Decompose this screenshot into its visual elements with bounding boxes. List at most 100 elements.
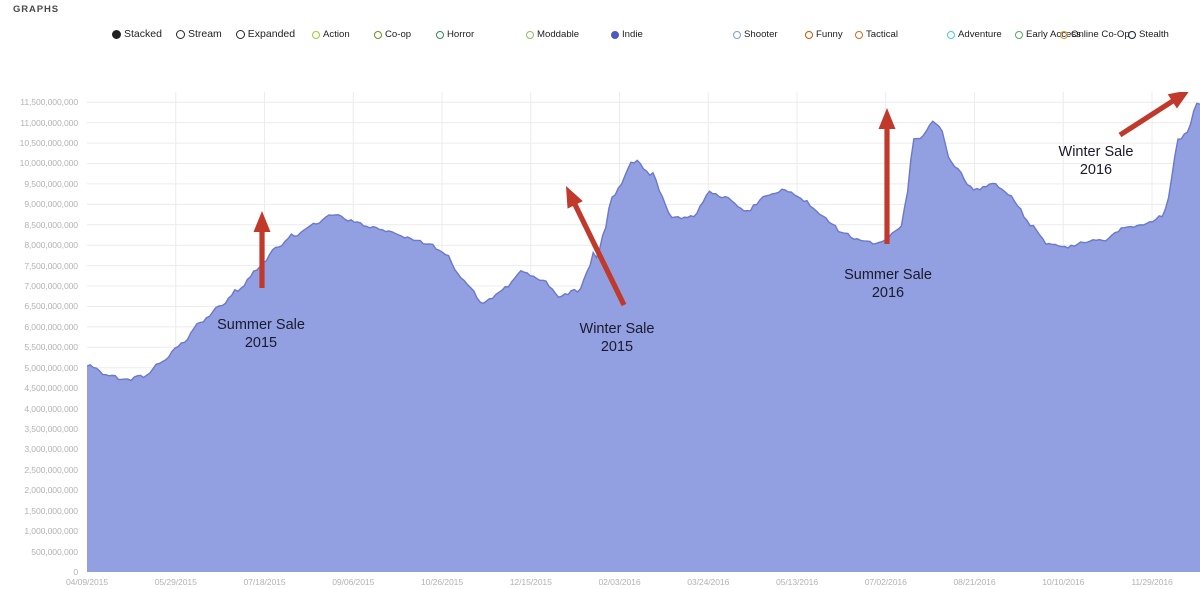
x-axis-tick-label: 10/10/2016 (1042, 577, 1085, 587)
y-axis-tick-label: 10,000,000,000 (19, 158, 78, 169)
mode-option-label: Stacked (124, 28, 162, 40)
tag-legend-item-moddable[interactable]: Moddable (526, 30, 611, 40)
mode-option-label: Expanded (247, 28, 296, 40)
arrow-winter-sale-2015-head (566, 186, 583, 209)
tag-legend-label: Funny (816, 28, 843, 40)
x-axis-tick-label: 07/02/2016 (864, 577, 907, 587)
tag-legend-label: Stealth (1139, 28, 1169, 40)
annotation-line-1: Winter Sale (579, 321, 655, 337)
y-axis-tick-label: 4,000,000,000 (24, 403, 78, 414)
annotation-line-2: 2015 (600, 338, 634, 355)
tag-color-dot-icon[interactable] (374, 30, 382, 39)
arrow-winter-sale-2016-head (1167, 92, 1189, 109)
mode-option-expanded[interactable]: Expanded (235, 28, 296, 40)
x-axis-tick-label: 05/13/2016 (775, 577, 819, 587)
y-axis-tick-label: 5,000,000,000 (24, 362, 78, 373)
tag-legend-label: Adventure (958, 28, 1002, 40)
tag-color-dot-icon[interactable] (1128, 30, 1136, 39)
y-axis-tick-label: 7,500,000,000 (24, 260, 78, 271)
page-title: GRAPHS (13, 4, 60, 15)
annotation-line-1: Summer Sale (217, 317, 305, 333)
y-axis: 11,500,000,000 11,000,000,000 10,500,000,0… (0, 86, 82, 578)
annotation-line-2: 2015 (244, 334, 278, 351)
tag-color-dot-icon[interactable] (1015, 30, 1023, 39)
radio-icon[interactable] (235, 29, 245, 39)
tag-color-dot-icon[interactable] (1060, 30, 1068, 39)
x-axis-tick-label: 02/03/2016 (598, 577, 641, 587)
mode-option-label: Stream (187, 28, 222, 40)
tag-legend-label: Tactical (866, 28, 898, 40)
x-axis-tick-label: 10/26/2015 (420, 577, 464, 587)
tag-legend-item-online-co-op[interactable]: Online Co-Op (1060, 28, 1130, 40)
x-axis-tick-label: 03/24/2016 (687, 577, 730, 587)
y-axis-tick-label: 4,500,000,000 (24, 383, 78, 394)
annotation-line-1: Summer Sale (844, 267, 932, 283)
radio-icon[interactable] (112, 29, 121, 39)
mode-option-stacked[interactable]: Stacked (112, 28, 162, 40)
tag-legend: Action Co-op Horror Moddable Indie Shooter Fun… (312, 27, 1200, 42)
tag-legend-item-shooter[interactable]: Shooter (733, 30, 805, 40)
y-axis-tick-label: 7,000,000,000 (24, 281, 78, 292)
y-axis-tick-label: 0 (73, 567, 78, 577)
tag-legend-label: Moddable (537, 28, 580, 40)
y-axis-tick-label: 9,000,000,000 (24, 199, 78, 210)
arrow-summer-sale-2015-head (253, 211, 271, 232)
x-axis-tick-label: 04/09/2015 (65, 577, 109, 587)
tag-color-dot-icon[interactable] (733, 30, 741, 39)
tag-color-dot-icon[interactable] (947, 30, 955, 39)
y-axis-tick-label: 3,000,000,000 (24, 444, 78, 455)
tag-legend-item-action[interactable]: Action (312, 30, 374, 40)
y-axis-tick-label: 5,500,000,000 (24, 342, 78, 353)
tag-legend-label: Indie (622, 28, 643, 40)
tag-legend-label: Shooter (744, 28, 778, 40)
x-axis-tick-label: 08/21/2016 (953, 577, 996, 587)
y-axis-tick-label: 8,500,000,000 (24, 219, 78, 230)
tag-color-dot-icon[interactable] (805, 30, 813, 39)
annotation-summer-sale-2016: Summer Sale 2016 (844, 267, 932, 302)
tag-color-dot-icon[interactable] (611, 30, 619, 39)
tag-legend-item-funny[interactable]: Funny (805, 30, 855, 40)
area-chart (87, 92, 1200, 572)
y-axis-tick-label: 11,000,000,000 (20, 117, 78, 128)
tag-legend-label: Online Co-Op (1071, 28, 1130, 40)
annotation-line-2: 2016 (1079, 161, 1113, 178)
y-axis-tick-label: 8,000,000,000 (24, 240, 78, 251)
tag-color-dot-icon[interactable] (312, 30, 320, 39)
tag-legend-label: Co-op (385, 28, 412, 40)
tag-legend-item-early-access[interactable]: Early Access (1015, 30, 1081, 40)
arrow-winter-sale-2015-shaft (570, 198, 627, 307)
y-axis-tick-label: 3,500,000,000 (24, 424, 78, 435)
x-axis-tick-label: 07/18/2015 (243, 577, 286, 587)
chart-svg (87, 92, 1200, 572)
arrow-summer-sale-2016-head (878, 108, 896, 129)
y-axis-tick-label: 6,500,000,000 (24, 301, 78, 312)
y-axis-tick-label: 11,500,000,000 (20, 97, 78, 108)
radio-icon[interactable] (175, 29, 185, 39)
y-axis-tick-label: 1,000,000,000 (24, 526, 78, 537)
y-axis-tick-label: 10,500,000,000 (19, 138, 78, 149)
tag-legend-item-co-op[interactable]: Co-op (374, 30, 436, 40)
tag-legend-item-tactical[interactable]: Tactical (855, 30, 947, 40)
tag-legend-label: Horror (447, 28, 475, 40)
annotation-line-1: Winter Sale (1058, 144, 1134, 160)
tag-legend-item-adventure[interactable]: Adventure (947, 30, 1015, 40)
x-axis: 04/09/2015 05/29/2015 07/18/2015 09/06/2015… (0, 574, 1200, 589)
mode-option-stream[interactable]: Stream (175, 28, 222, 40)
tag-color-dot-icon[interactable] (526, 30, 534, 39)
annotation-summer-sale-2015: Summer Sale 2015 (217, 317, 305, 352)
x-axis-tick-label: 11/29/2016 (1131, 577, 1173, 587)
annotation-winter-sale-2015: Winter Sale 2015 (580, 321, 655, 356)
tag-legend-item-horror[interactable]: Horror (436, 30, 526, 40)
annotation-winter-sale-2016: Winter Sale 2016 (1059, 144, 1134, 179)
y-axis-tick-label: 500,000,000 (31, 546, 78, 557)
y-axis-tick-label: 9,500,000,000 (24, 178, 78, 189)
tag-color-dot-icon[interactable] (436, 30, 444, 39)
y-axis-tick-label: 6,000,000,000 (24, 321, 78, 332)
series-area-indie (87, 103, 1200, 572)
tag-color-dot-icon[interactable] (855, 30, 863, 39)
annotation-arrows (253, 92, 1189, 307)
x-axis-tick-label: 09/06/2015 (332, 577, 375, 587)
tag-legend-item-indie[interactable]: Indie (611, 30, 733, 40)
x-axis-tick-label: 12/15/2015 (509, 577, 552, 587)
tag-legend-item-stealth[interactable]: Stealth (1128, 30, 1200, 40)
